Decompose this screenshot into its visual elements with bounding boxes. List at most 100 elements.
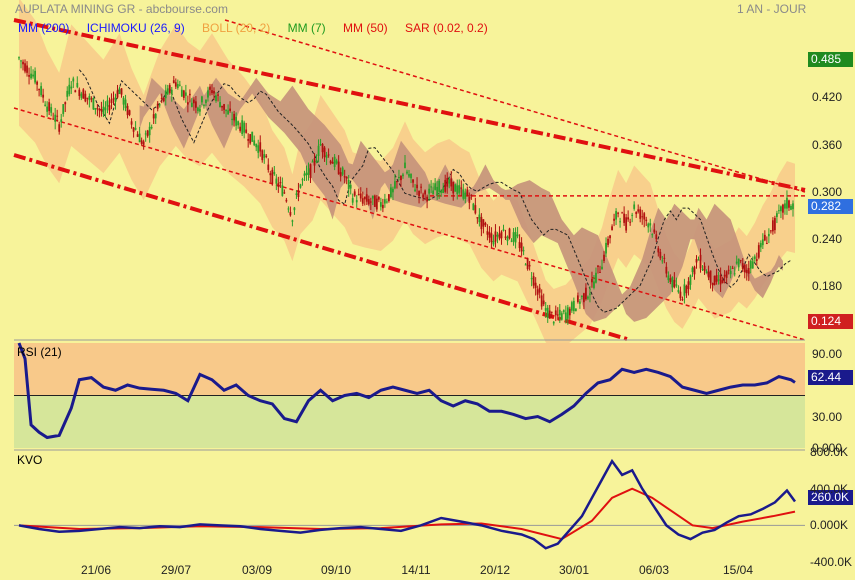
candle-body: [325, 155, 328, 158]
candle-body: [490, 233, 493, 243]
candle-body: [587, 296, 589, 299]
candle-body: [454, 184, 457, 192]
candle-body: [699, 254, 702, 269]
candle-body: [576, 295, 579, 302]
candle-body: [691, 267, 694, 273]
candle-body: [434, 183, 437, 190]
candle-body: [373, 195, 376, 207]
candle-body: [225, 109, 227, 112]
candle-body: [68, 84, 71, 95]
candle-body: [759, 243, 762, 248]
candle-body: [780, 206, 782, 212]
candle-body: [203, 105, 205, 107]
candle-body: [468, 197, 471, 203]
x-axis-tick: 06/03: [638, 563, 670, 577]
candle-body: [100, 108, 103, 112]
candle-body: [647, 223, 650, 228]
candle-body: [418, 190, 420, 197]
candle-body: [492, 240, 495, 245]
candle-body: [583, 293, 585, 303]
legend-mm200[interactable]: MM (200): [18, 21, 70, 35]
candle-body: [591, 278, 593, 283]
candle-body: [239, 126, 242, 131]
kvo-axis-tick: 400.0K: [810, 481, 849, 496]
candle-body: [659, 251, 662, 259]
candle-body: [28, 75, 30, 77]
candle-body: [22, 61, 24, 65]
candle-body: [782, 204, 784, 213]
candle-body: [701, 268, 704, 270]
candle-body: [400, 175, 402, 181]
candle-body: [84, 93, 87, 102]
candle-body: [715, 275, 718, 282]
candle-body: [540, 295, 543, 307]
candle-body: [263, 154, 266, 158]
ichimoku-cloud: [139, 77, 783, 322]
legend-boll[interactable]: BOLL (20, 2): [202, 21, 271, 35]
candle-body: [273, 171, 276, 175]
candle-body: [693, 266, 696, 275]
candle-body: [88, 96, 91, 101]
candle-body: [152, 114, 155, 119]
candle-body: [361, 198, 364, 204]
candle-body: [106, 100, 109, 107]
candle-body: [327, 154, 330, 156]
kvo-axis-tick: 0.000K: [810, 518, 849, 533]
candle-body: [709, 270, 712, 283]
candle-body: [514, 232, 517, 243]
candle-body: [44, 104, 47, 106]
candle-body: [430, 186, 433, 188]
candle-body: [349, 184, 352, 189]
candle-body: [24, 63, 26, 72]
candle-body: [623, 213, 626, 223]
candle-body: [383, 199, 386, 204]
candle-body: [661, 260, 664, 262]
candle-body: [219, 102, 221, 108]
candle-body: [562, 310, 565, 312]
candle-body: [494, 231, 497, 242]
candle-body: [162, 97, 165, 102]
candle-body: [621, 212, 624, 214]
candle-body: [528, 264, 531, 267]
candle-body: [516, 234, 519, 237]
candle-body: [420, 186, 422, 188]
candle-body: [377, 196, 380, 200]
candle-body: [317, 145, 320, 157]
candle-body: [432, 190, 435, 195]
candle-body: [556, 314, 559, 316]
candle-body: [705, 271, 708, 274]
candle-body: [707, 271, 710, 278]
mid-channel-line: [13, 107, 806, 341]
candle-body: [771, 220, 774, 232]
candle-body: [414, 189, 416, 192]
x-axis-tick: 21/06: [80, 563, 112, 577]
candle-body: [611, 226, 613, 231]
price-axis-tick: 0.420: [812, 90, 843, 105]
candle-body: [641, 216, 644, 218]
candle-body: [184, 92, 187, 96]
legend-sar[interactable]: SAR (0.02, 0.2): [405, 21, 488, 35]
legend-mm7[interactable]: MM (7): [287, 21, 326, 35]
candle-body: [739, 260, 742, 262]
candle-body: [669, 278, 672, 282]
candle-body: [526, 258, 529, 270]
legend-ichimoku[interactable]: ICHIMOKU (26, 9): [86, 21, 185, 35]
price-axis-tick: 0.300: [812, 184, 843, 199]
candle-body: [784, 203, 786, 209]
candle-body: [72, 78, 75, 82]
candle-body: [729, 270, 732, 275]
x-axis-tick: 29/07: [160, 563, 192, 577]
candle-body: [452, 181, 455, 194]
candle-body: [365, 194, 368, 202]
candle-body: [456, 185, 459, 195]
candle-body: [193, 99, 195, 104]
candle-body: [597, 265, 599, 267]
candle-body: [36, 81, 38, 85]
price-axis-tick: 0.180: [812, 279, 843, 294]
candle-body: [80, 93, 83, 98]
candle-body: [150, 127, 153, 129]
candle-body: [116, 90, 119, 98]
candle-body: [213, 90, 215, 94]
legend-mm50[interactable]: MM (50): [343, 21, 388, 35]
